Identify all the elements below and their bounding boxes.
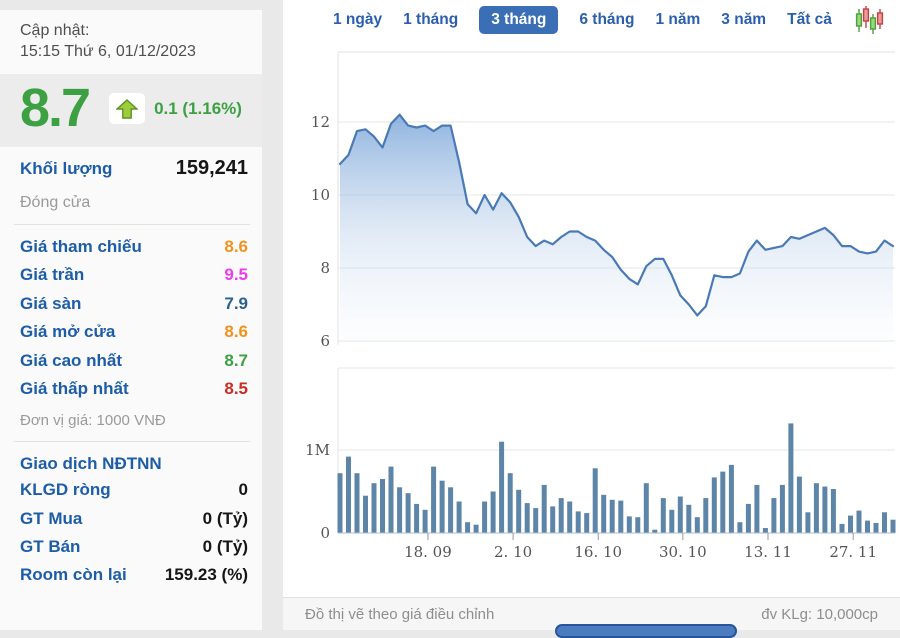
adjusted-price-note: Đồ thị vẽ theo giá điều chỉnh	[305, 605, 495, 623]
divider	[14, 441, 250, 443]
last-price: 8.7	[20, 78, 91, 139]
svg-text:0: 0	[320, 524, 330, 542]
price-summary: 8.7 0.1 (1.16%)	[0, 74, 262, 147]
chart-panel: 1 ngày 1 tháng 3 tháng 6 tháng 1 năm 3 n…	[283, 0, 900, 638]
foreign-row-buy-value: GT Mua 0 (Tỷ)	[20, 508, 248, 528]
partially-visible-button[interactable]	[555, 624, 737, 638]
tab-3-nam[interactable]: 3 năm	[721, 11, 767, 28]
svg-text:13. 11: 13. 11	[744, 543, 792, 561]
svg-text:8: 8	[320, 259, 330, 277]
tab-3-thang[interactable]: 3 tháng	[479, 6, 559, 34]
svg-text:18. 09: 18. 09	[404, 543, 452, 561]
price-area-chart[interactable]: 6 8 10 12	[283, 45, 900, 355]
tab-1-nam[interactable]: 1 năm	[655, 11, 701, 28]
price-row-low: Giá thấp nhất 8.5	[20, 378, 248, 398]
price-row-high: Giá cao nhất 8.7	[20, 350, 248, 370]
price-unit-note: Đơn vị giá: 1000 VNĐ	[20, 412, 166, 430]
svg-text:6: 6	[320, 332, 330, 350]
svg-text:12: 12	[311, 113, 330, 131]
price-row-ceiling: Giá trần 9.5	[20, 265, 248, 285]
volume-label: Khối lượng	[20, 158, 113, 178]
foreign-row-net-volume: KLGD ròng 0	[20, 480, 248, 500]
tab-tat-ca[interactable]: Tất cả	[787, 11, 832, 28]
stock-summary-sidebar: Cập nhật: 15:15 Thứ 6, 01/12/2023 8.7 0.…	[0, 10, 262, 630]
svg-text:2. 10: 2. 10	[494, 543, 532, 561]
divider	[14, 223, 250, 225]
price-change: 0.1 (1.16%)	[154, 98, 242, 118]
period-tabs: 1 ngày 1 tháng 3 tháng 6 tháng 1 năm 3 n…	[333, 5, 887, 35]
close-price-label: Đóng cửa	[20, 193, 91, 211]
ceiling-price: 9.5	[224, 265, 248, 285]
tab-1-thang[interactable]: 1 tháng	[403, 11, 459, 28]
volume-unit-note: đv KLg: 10,000cp	[761, 605, 878, 623]
foreign-row-room-left: Room còn lại 159.23 (%)	[20, 565, 248, 585]
reference-price: 8.6	[224, 237, 248, 257]
up-arrow-icon	[109, 93, 146, 125]
open-price: 8.6	[224, 322, 248, 342]
low-price: 8.5	[224, 378, 248, 398]
tab-1-ngay[interactable]: 1 ngày	[333, 11, 383, 28]
svg-text:27. 11: 27. 11	[829, 543, 877, 561]
svg-text:30. 10: 30. 10	[659, 543, 707, 561]
tab-6-thang[interactable]: 6 tháng	[579, 11, 635, 28]
floor-price: 7.9	[224, 293, 248, 313]
price-row-open: Giá mở cửa 8.6	[20, 322, 248, 342]
svg-text:10: 10	[311, 186, 330, 204]
high-price: 8.7	[224, 350, 248, 370]
price-row-floor: Giá sàn 7.9	[20, 293, 248, 313]
volume-value: 159,241	[175, 156, 248, 179]
chart-footer: Đồ thị vẽ theo giá điều chỉnh đv KLg: 10…	[283, 597, 900, 630]
price-row-reference: Giá tham chiếu 8.6	[20, 237, 248, 257]
svg-text:1M: 1M	[305, 441, 330, 459]
svg-text:16. 10: 16. 10	[574, 543, 622, 561]
volume-bar-chart[interactable]: 1M 0 18. 09 2. 10 16. 10 30. 10 13. 11 27. 11	[283, 360, 900, 570]
foreign-trading-title: Giao dịch NĐTNN	[20, 454, 162, 474]
update-time: 15:15 Thứ 6, 01/12/2023	[20, 43, 196, 61]
update-label: Cập nhật:	[20, 22, 90, 39]
candlestick-chart-icon[interactable]	[855, 5, 887, 35]
foreign-row-sell-value: GT Bán 0 (Tỷ)	[20, 537, 248, 557]
